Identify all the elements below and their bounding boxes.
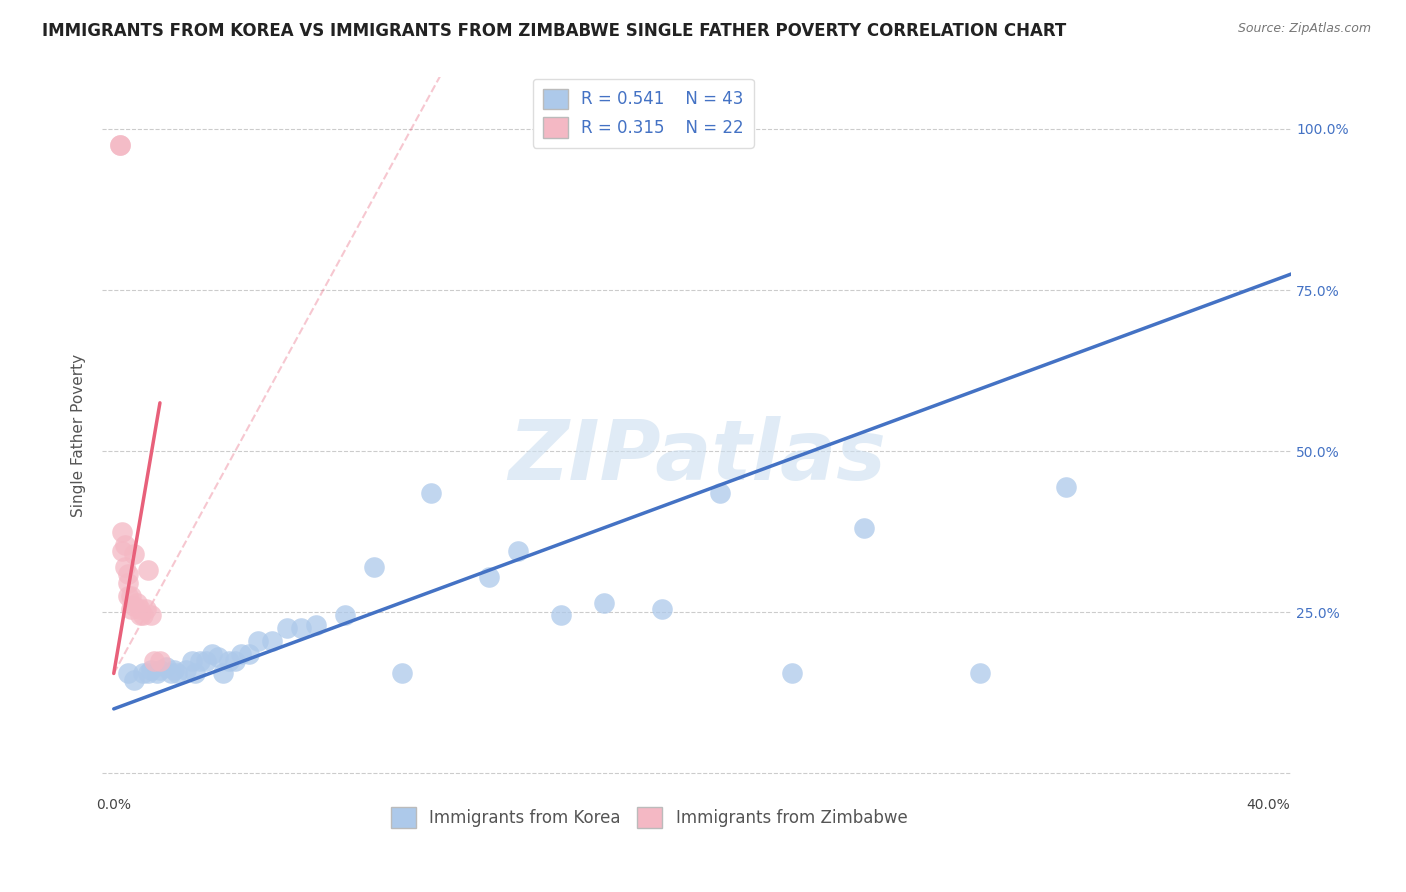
Point — [333, 608, 356, 623]
Point — [114, 560, 136, 574]
Point — [229, 647, 252, 661]
Point — [122, 547, 145, 561]
Point — [363, 560, 385, 574]
Point — [117, 576, 139, 591]
Point — [163, 663, 186, 677]
Point — [478, 570, 501, 584]
Point — [166, 666, 188, 681]
Text: Source: ZipAtlas.com: Source: ZipAtlas.com — [1237, 22, 1371, 36]
Point — [122, 673, 145, 687]
Point — [969, 666, 991, 681]
Point — [195, 654, 218, 668]
Point — [149, 654, 172, 668]
Y-axis label: Single Father Poverty: Single Father Poverty — [72, 353, 86, 516]
Point — [111, 544, 134, 558]
Point — [155, 660, 177, 674]
Point — [120, 602, 142, 616]
Point — [131, 666, 153, 681]
Text: IMMIGRANTS FROM KOREA VS IMMIGRANTS FROM ZIMBABWE SINGLE FATHER POVERTY CORRELAT: IMMIGRANTS FROM KOREA VS IMMIGRANTS FROM… — [42, 22, 1066, 40]
Point — [207, 650, 229, 665]
Point — [108, 138, 131, 153]
Point — [290, 621, 312, 635]
Point — [180, 654, 202, 668]
Point — [506, 544, 529, 558]
Point — [122, 599, 145, 613]
Point — [183, 666, 205, 681]
Point — [651, 602, 673, 616]
Point — [276, 621, 298, 635]
Point — [201, 647, 224, 661]
Point — [305, 618, 328, 632]
Point — [550, 608, 572, 623]
Point — [188, 654, 211, 668]
Point — [138, 563, 160, 577]
Point — [212, 666, 235, 681]
Point — [160, 666, 183, 681]
Point — [131, 608, 153, 623]
Point — [420, 486, 443, 500]
Point — [149, 663, 172, 677]
Point — [120, 589, 142, 603]
Point — [141, 663, 163, 677]
Point — [128, 608, 150, 623]
Point — [117, 589, 139, 603]
Point — [391, 666, 413, 681]
Point — [238, 647, 260, 661]
Point — [117, 566, 139, 581]
Point — [780, 666, 803, 681]
Point — [224, 654, 246, 668]
Point — [1054, 480, 1077, 494]
Point — [709, 486, 731, 500]
Point — [218, 654, 240, 668]
Point — [134, 602, 156, 616]
Point — [111, 524, 134, 539]
Point — [146, 666, 169, 681]
Point — [174, 663, 197, 677]
Legend: Immigrants from Korea, Immigrants from Zimbabwe: Immigrants from Korea, Immigrants from Z… — [384, 801, 914, 834]
Text: ZIPatlas: ZIPatlas — [508, 416, 886, 497]
Point — [114, 538, 136, 552]
Point — [138, 666, 160, 681]
Point — [108, 138, 131, 153]
Point — [262, 634, 284, 648]
Point — [853, 521, 876, 535]
Point — [128, 602, 150, 616]
Point — [593, 596, 616, 610]
Point — [143, 654, 166, 668]
Point — [141, 608, 163, 623]
Point — [247, 634, 270, 648]
Point — [117, 666, 139, 681]
Point — [125, 596, 148, 610]
